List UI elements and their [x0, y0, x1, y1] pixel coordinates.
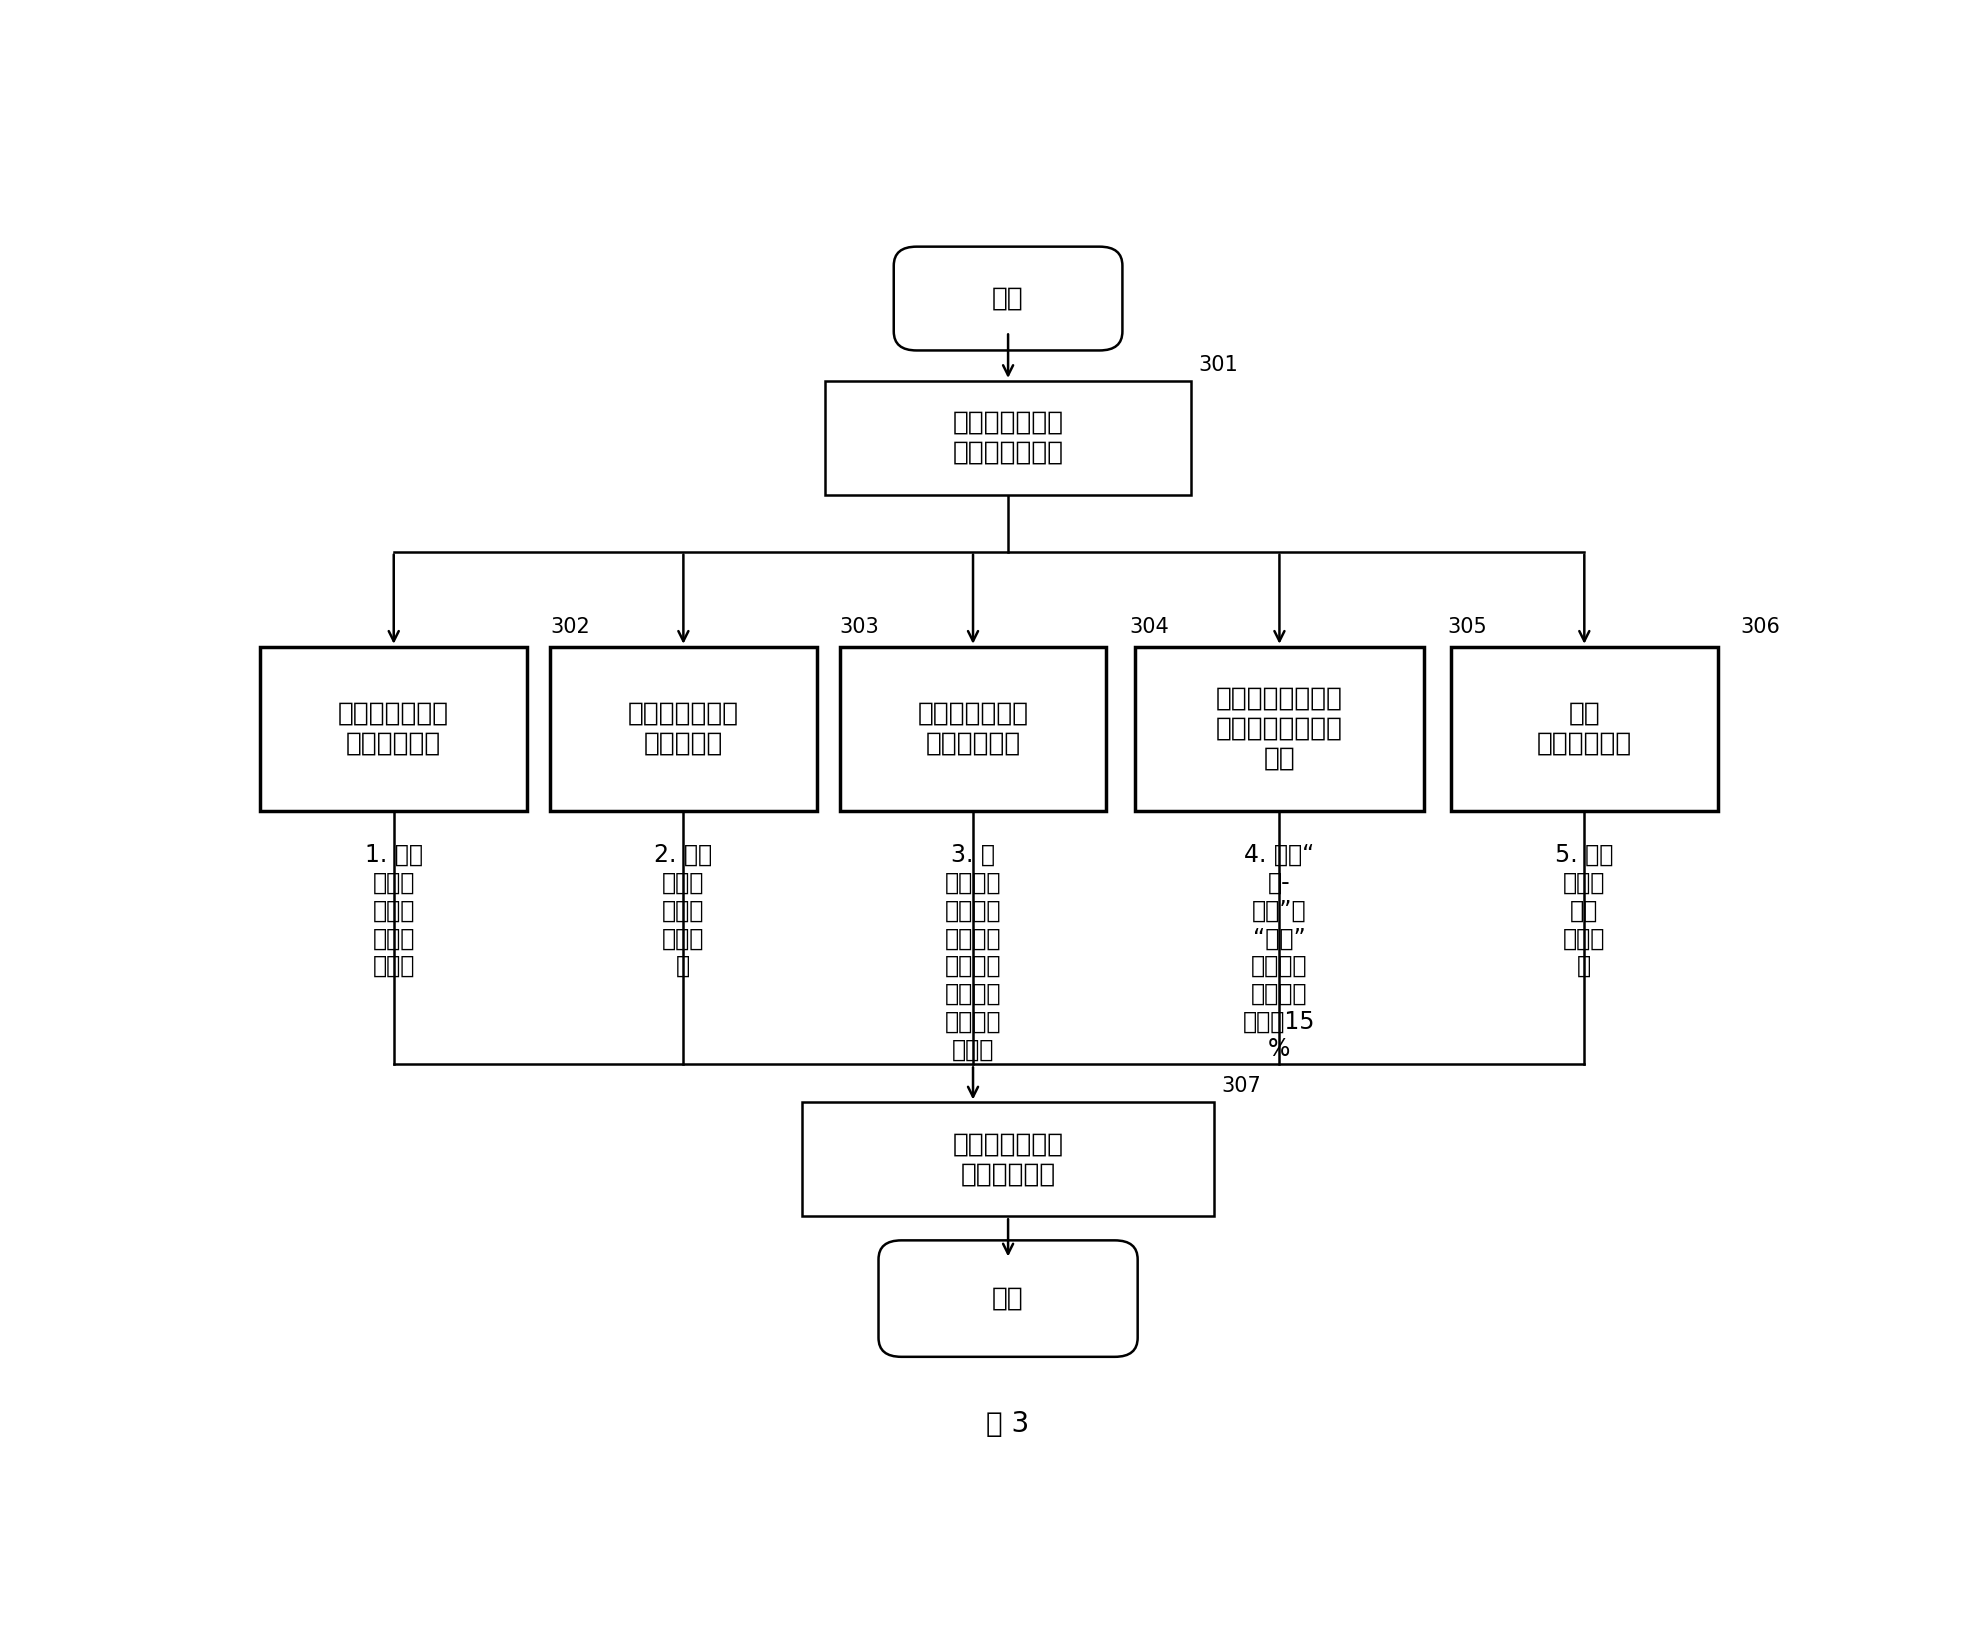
Bar [1135, 646, 1424, 810]
Text: 307: 307 [1222, 1077, 1261, 1097]
Text: 3. 未
现平整的
裂纹，或
裂纹未贯
穿在镍锡
金属间化
合物与镍
层之间: 3. 未 现平整的 裂纹，或 裂纹未贯 穿在镍锡 金属间化 合物与镍 层之间 [944, 843, 1001, 1062]
Text: 图 3: 图 3 [987, 1411, 1029, 1438]
Text: 305: 305 [1448, 616, 1487, 636]
Text: 开始: 开始 [991, 286, 1025, 312]
FancyBboxPatch shape [879, 1240, 1137, 1356]
Text: 304: 304 [1129, 616, 1168, 636]
Text: 出现失效现象，
对焊盘进行检测: 出现失效现象， 对焊盘进行检测 [952, 409, 1064, 465]
Text: 对失效位置焊点
进行起拔试验: 对失效位置焊点 进行起拔试验 [338, 700, 448, 756]
Text: 2. 没有
出现未
润湿或
缩锡焊
点: 2. 没有 出现未 润湿或 缩锡焊 点 [655, 843, 712, 978]
Bar [824, 381, 1190, 495]
Text: 判定焊盘未出现
黑盘失效现象: 判定焊盘未出现 黑盘失效现象 [952, 1131, 1064, 1187]
Text: 纵向切片观察、扫
描电镜分析和能谱
分析: 纵向切片观察、扫 描电镜分析和能谱 分析 [1216, 686, 1343, 773]
FancyBboxPatch shape [893, 247, 1123, 350]
Text: 结束: 结束 [991, 1286, 1025, 1312]
Text: 1. 起拔
后焊点
的断口
不为脆
性断口: 1. 起拔 后焊点 的断口 不为脆 性断口 [364, 843, 423, 978]
Bar [260, 646, 527, 810]
Bar [803, 1103, 1214, 1217]
Text: 303: 303 [840, 616, 879, 636]
Text: 观察
失效位置焊点: 观察 失效位置焊点 [1536, 700, 1633, 756]
Bar [1452, 646, 1717, 810]
Text: 301: 301 [1198, 355, 1239, 375]
Text: 对失效位置焊点
进行切片分析: 对失效位置焊点 进行切片分析 [917, 700, 1029, 756]
Text: 306: 306 [1741, 616, 1780, 636]
Text: 302: 302 [551, 616, 590, 636]
Bar [551, 646, 816, 810]
Text: 4. 没有“
镍-
牙缝”和
“龟裂”
现象，且
测定磷含
量低于15
%: 4. 没有“ 镍- 牙缝”和 “龟裂” 现象，且 测定磷含 量低于15 % [1243, 843, 1316, 1062]
Text: 对焊盘进行去锡
和加锡试验: 对焊盘进行去锡 和加锡试验 [627, 700, 740, 756]
Text: 5. 失效
位置焊
点不
存在裂
纹: 5. 失效 位置焊 点不 存在裂 纹 [1556, 843, 1613, 978]
Bar [840, 646, 1105, 810]
